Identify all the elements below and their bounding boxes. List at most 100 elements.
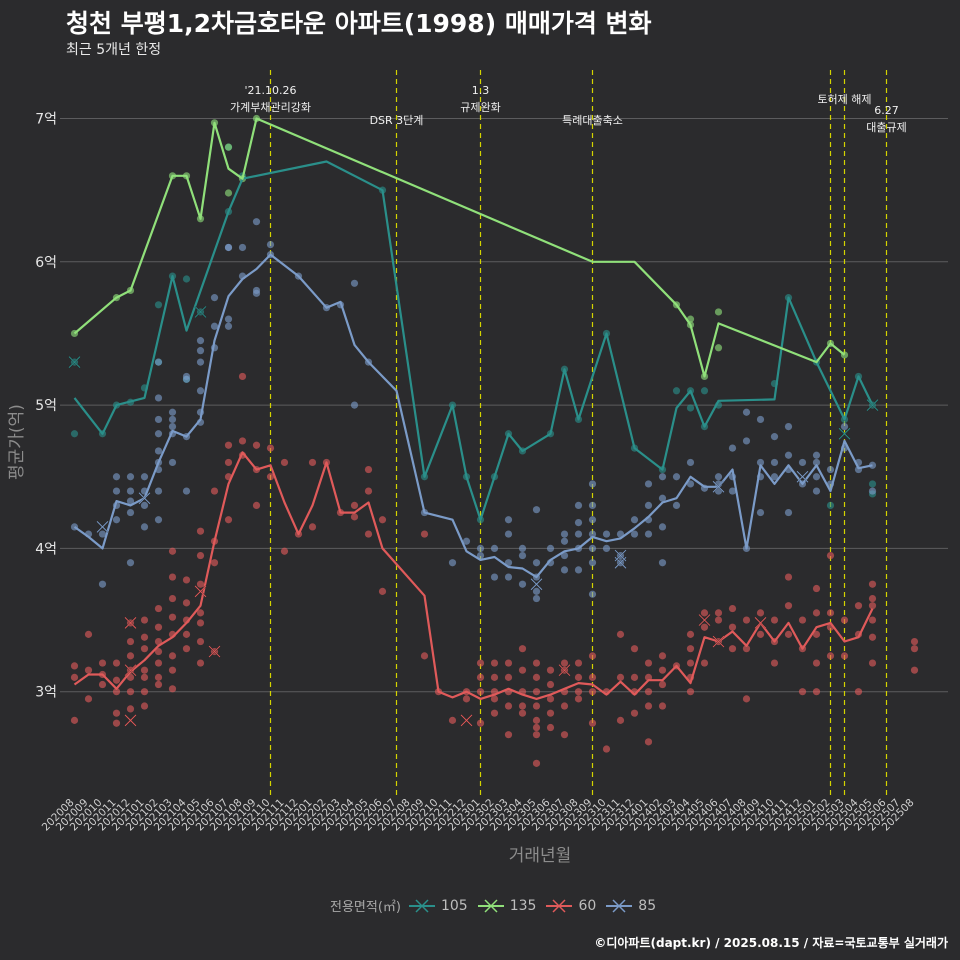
data-point-60 xyxy=(560,731,569,739)
data-point-60 xyxy=(490,695,499,703)
data-point-85 xyxy=(140,523,149,531)
policy-annotation-text: DSR 3단계 xyxy=(370,114,424,127)
data-point-135 xyxy=(224,189,233,197)
data-point-60 xyxy=(630,709,639,717)
data-point-85 xyxy=(210,322,219,330)
data-point-85 xyxy=(126,473,135,481)
data-point-60 xyxy=(602,745,611,753)
data-point-60 xyxy=(546,709,555,717)
data-point-85 xyxy=(672,501,681,510)
data-point-60 xyxy=(574,688,583,696)
data-point-85 xyxy=(602,530,611,538)
data-point-85 xyxy=(588,590,597,598)
data-point-60 xyxy=(728,645,737,653)
data-point-85 xyxy=(532,594,541,603)
data-point-60 xyxy=(490,709,499,717)
cancel-mark-stroke xyxy=(558,664,571,677)
data-point-60 xyxy=(112,659,121,667)
data-point-85 xyxy=(350,401,359,409)
data-point-85 xyxy=(658,494,667,502)
cancel-mark-85 xyxy=(614,549,627,562)
data-point-60 xyxy=(546,680,555,689)
data-point-60 xyxy=(868,633,877,641)
data-point-85 xyxy=(168,415,177,424)
data-point-60 xyxy=(504,673,513,681)
cancel-mark-60 xyxy=(124,616,137,629)
data-point-60 xyxy=(910,666,919,674)
data-point-85 xyxy=(518,544,527,553)
data-point-85 xyxy=(756,508,765,517)
data-point-60 xyxy=(182,599,191,607)
cancel-mark-stroke xyxy=(208,645,221,658)
data-point-85 xyxy=(112,487,121,495)
data-point-85 xyxy=(714,473,723,481)
data-point-85 xyxy=(784,422,793,431)
data-point-85 xyxy=(532,506,541,514)
data-point-60 xyxy=(826,609,835,617)
cancel-mark-stroke xyxy=(124,714,137,727)
data-point-60 xyxy=(644,738,653,746)
data-point-85 xyxy=(350,279,359,287)
data-point-60 xyxy=(462,695,471,703)
data-point-85 xyxy=(210,294,219,302)
data-point-85 xyxy=(154,516,163,524)
data-point-85 xyxy=(518,580,527,588)
legend-label-105: 105 xyxy=(440,897,468,914)
data-point-85 xyxy=(182,487,191,495)
data-point-135 xyxy=(714,308,723,316)
y-tick-label: 4억 xyxy=(35,541,57,557)
policy-annotation-text: 1.3 xyxy=(472,84,490,97)
data-point-60 xyxy=(518,645,527,653)
data-point-85 xyxy=(490,544,499,553)
data-point-60 xyxy=(658,680,667,689)
data-point-85 xyxy=(812,487,821,495)
data-point-85 xyxy=(154,415,163,424)
legend: 전용면적(㎡) 105 135 60 85 xyxy=(330,896,666,916)
data-point-85 xyxy=(196,358,205,366)
data-point-60 xyxy=(308,458,317,467)
data-point-60 xyxy=(798,688,807,696)
cancel-mark-stroke xyxy=(614,549,627,562)
data-point-60 xyxy=(126,637,135,646)
data-point-85 xyxy=(658,473,667,481)
data-point-85 xyxy=(126,559,135,567)
data-point-60 xyxy=(112,709,121,717)
data-point-60 xyxy=(630,645,639,653)
data-point-85 xyxy=(504,573,513,581)
data-point-60 xyxy=(224,441,233,449)
data-point-85 xyxy=(154,394,163,402)
data-point-60 xyxy=(560,659,569,667)
data-point-60 xyxy=(868,602,877,610)
data-point-60 xyxy=(154,647,163,656)
cancel-mark-60 xyxy=(558,664,571,677)
cancel-mark-stroke xyxy=(194,585,207,598)
data-point-60 xyxy=(98,680,107,689)
data-point-60 xyxy=(728,623,737,631)
data-point-85 xyxy=(658,559,667,567)
data-point-60 xyxy=(784,602,793,610)
legend-swatch-60 xyxy=(546,898,573,913)
data-point-85 xyxy=(770,433,779,441)
cancel-mark-stroke xyxy=(68,356,81,368)
data-point-60 xyxy=(238,372,247,381)
data-point-60 xyxy=(70,716,79,724)
cancel-mark-105 xyxy=(194,305,207,318)
cancel-mark-60 xyxy=(754,616,767,629)
x-axis-label: 거래년월 xyxy=(508,846,572,866)
data-point-60 xyxy=(420,530,429,538)
data-point-60 xyxy=(378,516,387,524)
legend-item-85: 85 xyxy=(606,898,656,914)
data-point-60 xyxy=(182,630,191,638)
data-point-60 xyxy=(756,630,765,638)
data-point-60 xyxy=(140,645,149,653)
data-point-85 xyxy=(154,430,163,438)
data-point-60 xyxy=(560,702,569,710)
data-point-60 xyxy=(168,594,177,603)
cancel-mark-85 xyxy=(530,578,543,591)
data-point-60 xyxy=(546,695,555,703)
data-point-105 xyxy=(70,430,79,438)
data-point-85 xyxy=(742,408,751,416)
data-point-60 xyxy=(868,594,877,603)
data-point-85 xyxy=(812,473,821,481)
data-point-105 xyxy=(182,275,191,283)
